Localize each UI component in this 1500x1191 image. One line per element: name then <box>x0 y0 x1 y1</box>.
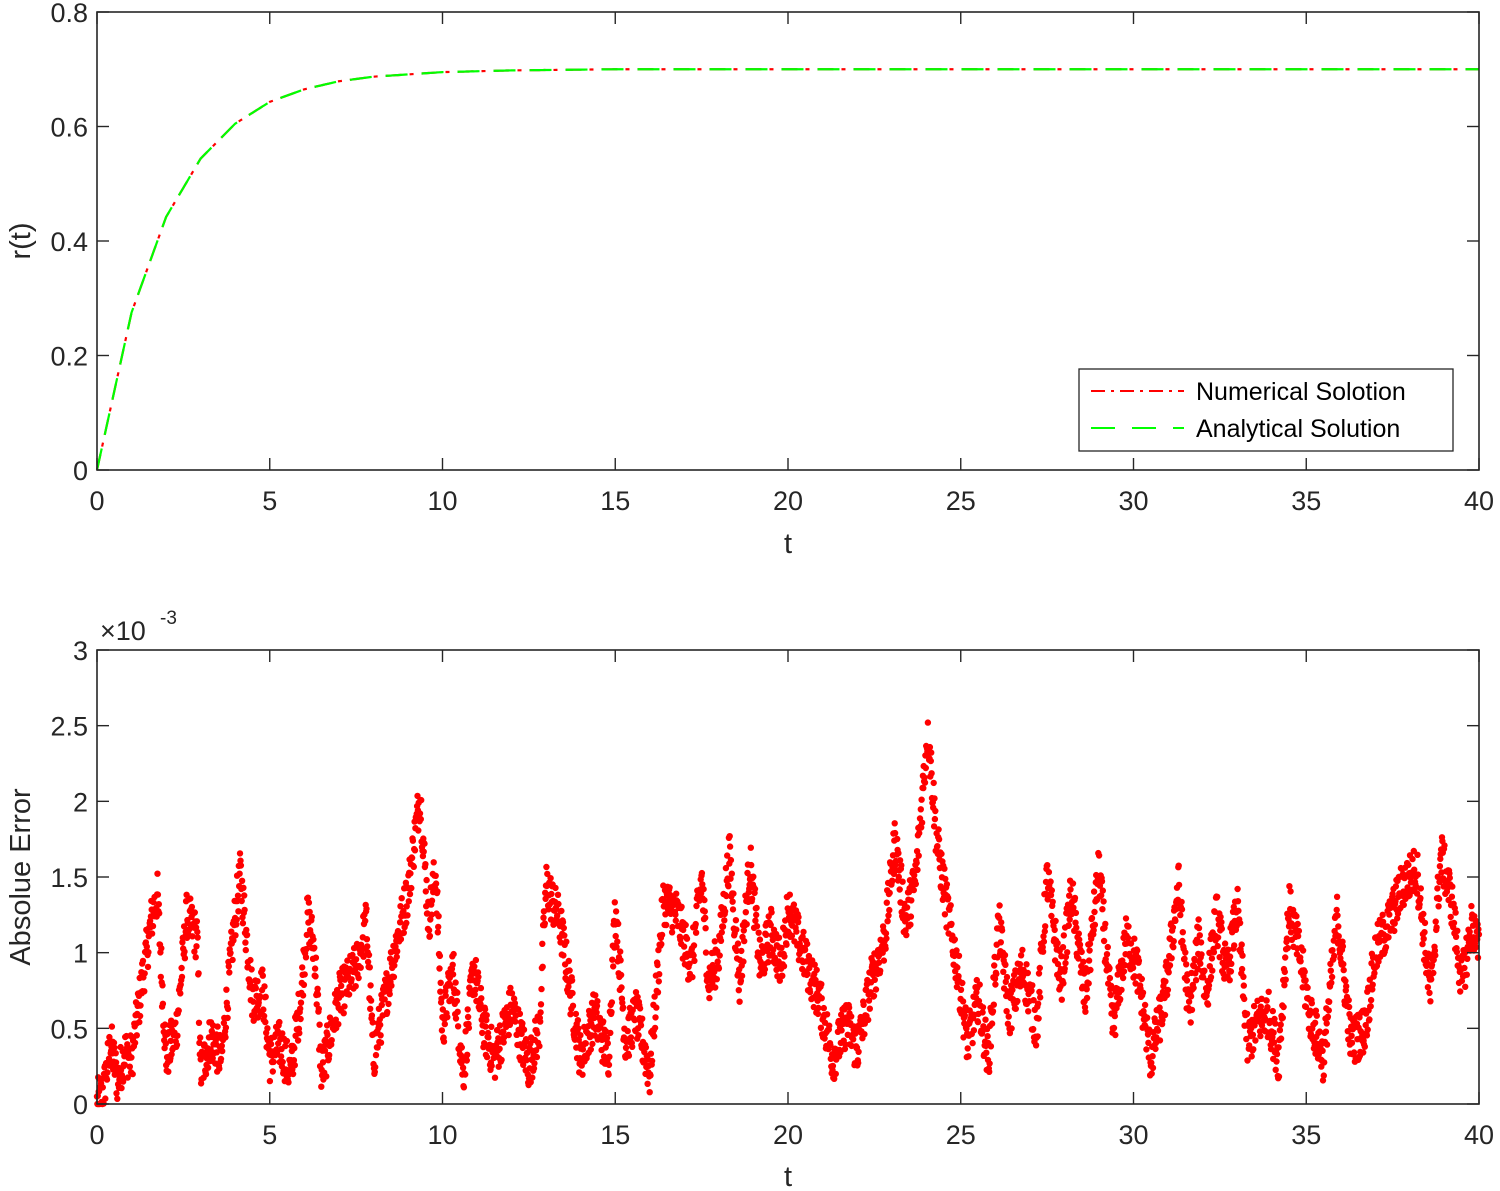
x-tick-label: 35 <box>1291 486 1321 516</box>
top-chart: 0 5 10 15 20 25 30 35 40 0 0.2 0.4 0.6 0.8 t r(t) Nu… <box>5 0 1494 560</box>
exponent-base: ×10 <box>100 616 146 646</box>
y-tick-label: 0 <box>73 456 88 486</box>
legend: Numerical Solotion Analytical Solution <box>1078 368 1454 452</box>
x-tick-label: 25 <box>946 1120 976 1150</box>
bottom-y-axis-label: Absolue Error <box>5 788 37 966</box>
x-tick-label: 5 <box>262 1120 277 1150</box>
legend-item-numerical[interactable]: Numerical Solotion <box>1091 378 1406 406</box>
analytical-solution-line <box>95 68 1479 471</box>
x-tick-label: 15 <box>600 1120 630 1150</box>
top-curves <box>95 68 1479 471</box>
x-tick-label: 0 <box>89 1120 104 1150</box>
top-x-axis-label: t <box>784 528 792 560</box>
y-tick-label: 0 <box>73 1090 88 1120</box>
x-tick-label: 5 <box>262 486 277 516</box>
y-tick-label: 0.5 <box>50 1014 88 1044</box>
y-tick-label: 0.8 <box>50 0 88 28</box>
y-tick-label: 0.4 <box>50 227 88 257</box>
legend-label-numerical: Numerical Solotion <box>1196 378 1406 406</box>
y-tick-label: 0.6 <box>50 113 88 143</box>
x-tick-label: 0 <box>89 486 104 516</box>
legend-item-analytical[interactable]: Analytical Solution <box>1091 415 1400 443</box>
y-tick-label: 1.5 <box>50 863 88 893</box>
x-tick-label: 25 <box>946 486 976 516</box>
legend-box <box>1078 368 1454 452</box>
x-tick-label: 10 <box>427 486 457 516</box>
bottom-chart: 0 5 10 15 20 25 30 35 40 00.511.522.53 ×10 -3 t … <box>5 608 1494 1191</box>
x-tick-label: 40 <box>1464 1120 1494 1150</box>
exponent-power: -3 <box>160 608 177 629</box>
top-ticks <box>96 11 1480 471</box>
x-tick-label: 15 <box>600 486 630 516</box>
y-tick-label: 1 <box>73 939 88 969</box>
bottom-ticks <box>96 649 1480 1105</box>
x-tick-label: 30 <box>1118 486 1148 516</box>
x-tick-label: 40 <box>1464 486 1494 516</box>
top-y-tick-labels: 0 0.2 0.4 0.6 0.8 <box>50 0 88 486</box>
error-markers <box>93 719 1483 1108</box>
y-tick-label: 3 <box>73 636 88 666</box>
x-tick-label: 20 <box>773 1120 803 1150</box>
bottom-x-tick-labels: 0 5 10 15 20 25 30 35 40 <box>89 1120 1494 1150</box>
x-tick-label: 35 <box>1291 1120 1321 1150</box>
bottom-y-tick-labels: 0 0.5 1 1.5 2 2.5 3 <box>50 636 88 1120</box>
y-tick-label: 0.2 <box>50 342 88 372</box>
x-tick-label: 30 <box>1118 1120 1148 1150</box>
y-tick-label: 2.5 <box>50 712 88 742</box>
top-x-tick-labels: 0 5 10 15 20 25 30 35 40 <box>89 486 1494 516</box>
error-scatter-points <box>93 719 1483 1108</box>
y-tick-label: 2 <box>73 787 88 817</box>
top-y-axis-label: r(t) <box>5 222 37 259</box>
bottom-x-axis-label: t <box>784 1161 792 1191</box>
x-tick-label: 10 <box>427 1120 457 1150</box>
x-tick-label: 20 <box>773 486 803 516</box>
y-exponent-label: ×10 -3 <box>100 608 177 646</box>
legend-label-analytical: Analytical Solution <box>1196 415 1400 443</box>
